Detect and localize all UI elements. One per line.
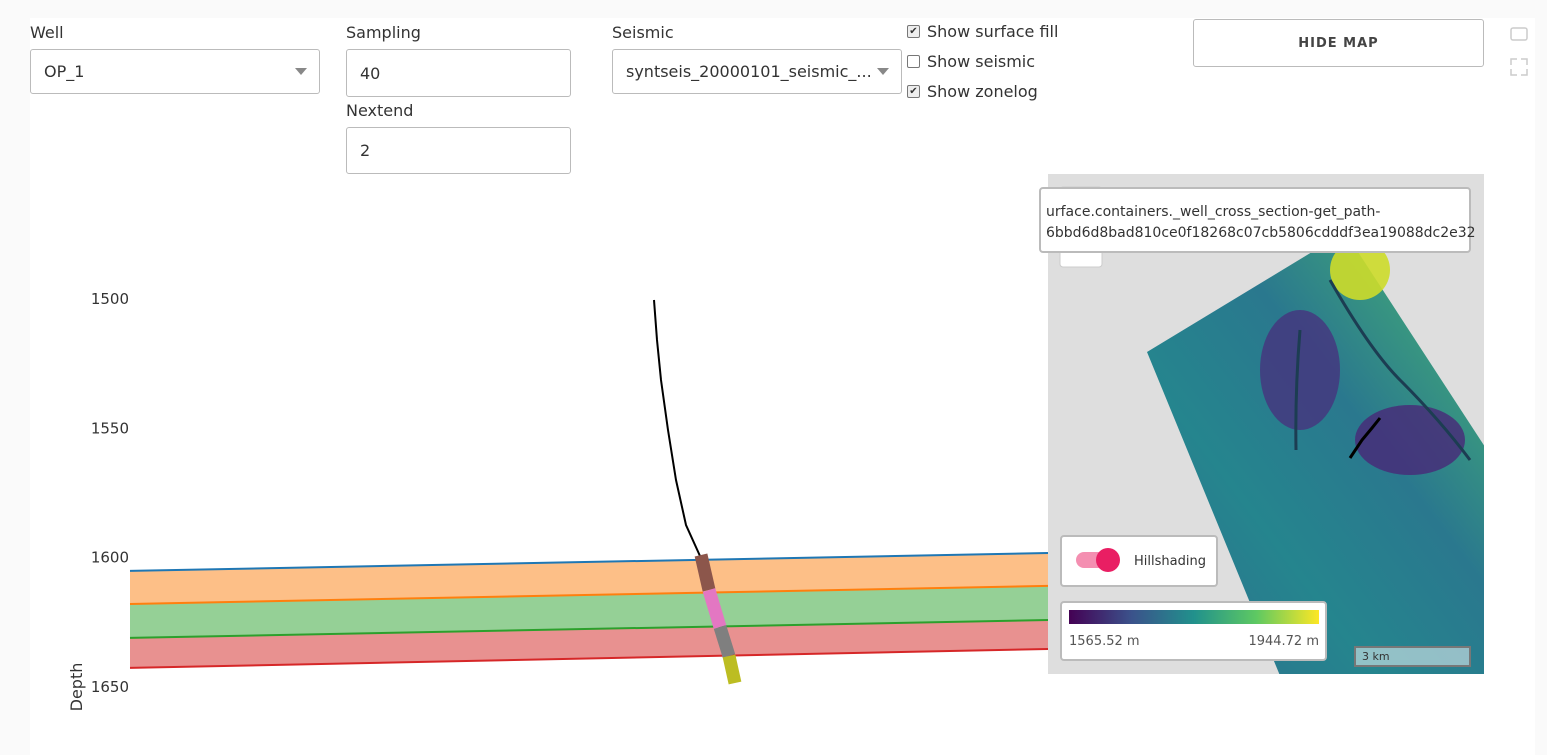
well-path [653,299,701,557]
map: urface.containers._well_cross_section-ge… [1039,174,1484,674]
scale-label: 3 km [1362,650,1390,663]
checkbox[interactable] [907,55,920,68]
y-tick-label: 1600 [91,549,129,567]
map-fault [1328,279,1472,461]
tooltip-text: 6bbd6d8bad810ce0f18268c07cb5806cdddf3ea1… [1046,225,1476,241]
nextend-input[interactable]: 2 [346,127,571,174]
toggle-label: Hillshading [1134,554,1206,569]
colorbar-max: 1944.72 m [1248,634,1319,649]
seismic-value: syntseis_20000101_seismic_... [626,62,872,81]
checkbox-label: Show seismic [927,52,1036,71]
nextend-label: Nextend [346,101,414,120]
sampling-label: Sampling [346,23,421,42]
seismic-label: Seismic [612,23,674,42]
surface-line [129,552,1049,572]
camera-icon[interactable] [1510,27,1528,41]
map-surface [1147,232,1484,674]
y-tick-label: 1650 [91,678,129,696]
toggle-box[interactable] [1060,535,1218,587]
checkbox-row[interactable]: Show seismic [907,52,1035,71]
colorbar-min: 1565.52 m [1069,634,1140,649]
zone [713,625,736,658]
hide-map-button[interactable]: HIDE MAP [1193,19,1484,67]
checkbox[interactable]: ✔ [907,85,920,98]
zone [722,654,742,685]
map-fault [1294,329,1302,451]
colorbar [1069,610,1319,624]
surface-fill [130,620,1048,668]
sampling-value: 40 [360,63,381,83]
checkbox[interactable]: ✔ [907,25,920,38]
map-low [1260,310,1340,430]
y-axis-label: Depth [67,663,86,712]
y-tick-label: 1550 [91,419,129,437]
well-label: Well [30,23,64,42]
map-well [1348,417,1382,459]
seismic-dropdown[interactable]: syntseis_20000101_seismic_... [612,49,902,94]
surface-fill [130,553,1048,605]
map-high [1330,240,1390,300]
checkbox-row[interactable]: ✔ Show zonelog [907,82,1038,101]
dropdown-arrow [877,68,889,75]
tooltip-box [1039,187,1471,253]
surface-fill [130,585,1048,638]
checkbox-label: Show surface fill [927,22,1059,41]
well-value: OP_1 [44,62,85,81]
tooltip-text: urface.containers._well_cross_section-ge… [1046,204,1380,220]
y-tick-label: 1500 [91,290,129,308]
dropdown-arrow [295,68,307,75]
checkbox-row[interactable]: ✔ Show surface fill [907,22,1058,41]
scale-bar [1354,646,1471,667]
checkbox-label: Show zonelog [927,82,1038,101]
surface-line [129,584,1049,606]
plot: 1500 1550 1600 1650 [91,290,1049,696]
toggle-knob[interactable] [1096,548,1120,572]
fullscreen-icon[interactable] [1510,58,1528,76]
zone [702,588,727,629]
sampling-input[interactable]: 40 [346,49,571,97]
surface-line [129,648,1049,669]
surface-line [129,619,1049,639]
nextend-value: 2 [360,141,371,160]
well-dropdown[interactable]: OP_1 [30,49,320,94]
zone [694,553,716,592]
map-low [1355,405,1465,475]
